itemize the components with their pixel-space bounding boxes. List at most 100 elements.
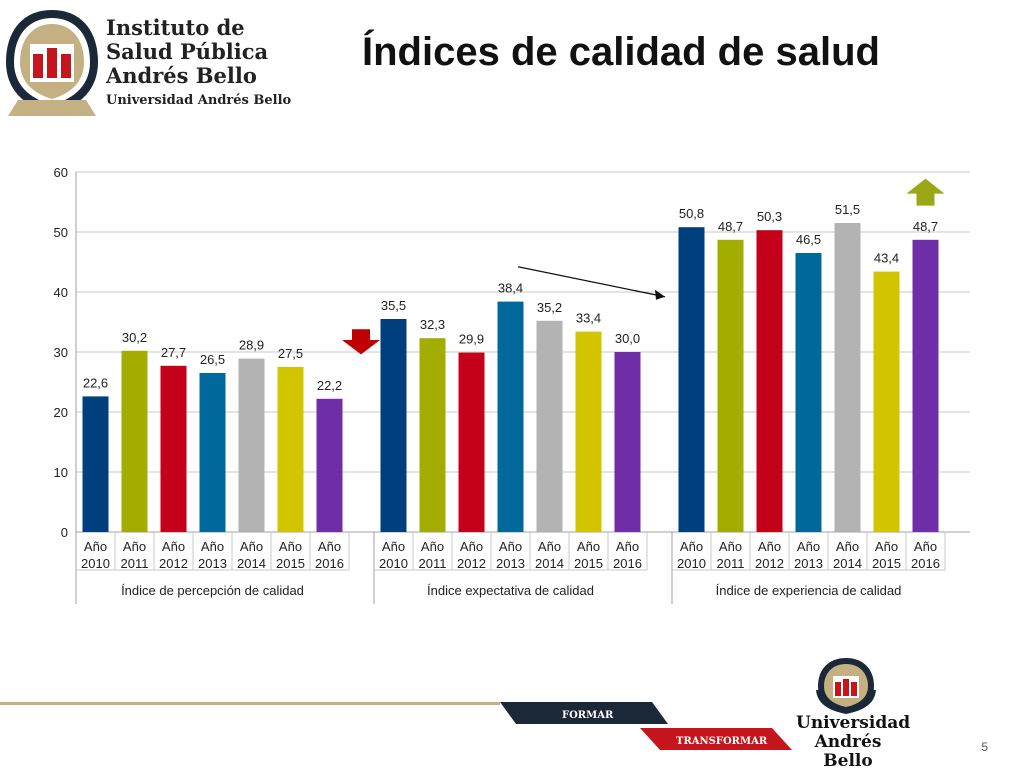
category-label-line2: 2011 (717, 556, 745, 571)
data-label: 22,6 (83, 375, 108, 390)
page-number: 5 (981, 740, 988, 754)
y-tick-label: 0 (61, 525, 68, 540)
category-label-line2: 2012 (755, 556, 784, 571)
category-label-line1: Año (318, 539, 341, 554)
bar-chart: 0 10 20 30 40 50 60 22,6 Año 2010 30,2 Año 2011 27,7 A… (54, 165, 970, 604)
data-label: 50,8 (679, 206, 704, 221)
category-label-line2: 2016 (613, 556, 642, 571)
category-label-line1: Año (616, 539, 639, 554)
category-label-line2: 2015 (276, 556, 305, 571)
data-label: 48,7 (913, 219, 938, 234)
category-label-line2: 2014 (535, 556, 564, 571)
category-label-line2: 2010 (379, 556, 408, 571)
category-label-line1: Año (460, 539, 483, 554)
data-label: 33,4 (576, 311, 601, 326)
y-tick-label: 50 (54, 225, 68, 240)
data-label: 48,7 (718, 219, 743, 234)
bar (380, 319, 407, 532)
bar (795, 253, 822, 532)
bar (277, 367, 304, 532)
y-tick-label: 60 (54, 165, 68, 180)
bar (82, 396, 109, 532)
category-label-line1: Año (84, 539, 107, 554)
category-label-line1: Año (240, 539, 263, 554)
category-label-line1: Año (758, 539, 781, 554)
bar (575, 331, 602, 532)
university-wordmark: Universidad Andrés Bello (796, 713, 911, 771)
category-label-line2: 2014 (833, 556, 862, 571)
group-label: Índice de percepción de calidad (121, 583, 304, 598)
category-label-line2: 2013 (198, 556, 227, 571)
band-formar: FORMAR (562, 710, 614, 721)
category-label-line1: Año (499, 539, 522, 554)
bar (458, 352, 485, 532)
bar (756, 230, 783, 532)
bar (419, 338, 446, 532)
bar (614, 352, 641, 532)
category-label-line1: Año (421, 539, 444, 554)
band-transformar: TRANSFORMAR (676, 736, 768, 747)
category-label-line2: 2012 (457, 556, 486, 571)
data-label: 43,4 (874, 251, 899, 266)
data-label: 22,2 (317, 378, 342, 393)
category-label-line1: Año (719, 539, 742, 554)
group-label: Índice expectativa de calidad (427, 583, 594, 598)
data-label: 50,3 (757, 209, 782, 224)
category-label-line1: Año (797, 539, 820, 554)
y-tick-label: 20 (54, 405, 68, 420)
data-label: 27,5 (278, 346, 303, 361)
university-crest (818, 658, 874, 712)
logo-subtitle: Universidad Andrés Bello (106, 93, 292, 108)
category-label-line1: Año (875, 539, 898, 554)
institute-name: Instituto de Salud Pública Andrés Bello … (106, 16, 292, 109)
down-arrow-icon (342, 329, 380, 355)
category-label-line1: Año (201, 539, 224, 554)
bar (717, 239, 744, 533)
trend-arrow-head-icon (655, 289, 665, 300)
bar (121, 350, 148, 532)
category-label-line2: 2016 (911, 556, 940, 571)
footer-bands: FORMAR TRANSFORMAR (0, 690, 876, 750)
category-label-line1: Año (279, 539, 302, 554)
bar (678, 227, 705, 532)
category-label-line2: 2016 (315, 556, 344, 571)
category-label-line1: Año (538, 539, 561, 554)
category-label-line2: 2010 (677, 556, 706, 571)
category-label-line2: 2015 (574, 556, 603, 571)
category-label-line2: 2013 (794, 556, 823, 571)
data-label: 29,9 (459, 332, 484, 347)
category-label-line2: 2012 (159, 556, 188, 571)
up-arrow-icon (906, 178, 945, 206)
data-label: 30,2 (122, 330, 147, 345)
bar (912, 239, 939, 533)
data-label: 27,7 (161, 345, 186, 360)
category-label-line1: Año (123, 539, 146, 554)
category-label-line2: 2011 (121, 556, 149, 571)
logo-line-3: Andrés Bello (106, 63, 257, 88)
bar (873, 271, 900, 532)
bar (238, 358, 265, 532)
univ-line-1: Universidad (796, 713, 911, 733)
bar (536, 320, 563, 532)
data-label: 46,5 (796, 232, 821, 247)
bar (160, 365, 187, 532)
data-label: 26,5 (200, 352, 225, 367)
category-label-line2: 2011 (419, 556, 447, 571)
data-label: 35,5 (381, 298, 406, 313)
data-label: 30,0 (615, 331, 640, 346)
bar (316, 398, 343, 532)
category-label-line1: Año (836, 539, 859, 554)
category-label-line1: Año (382, 539, 405, 554)
trend-arrow-line (517, 266, 666, 298)
y-tick-label: 40 (54, 285, 68, 300)
bar (834, 223, 861, 532)
category-label-line2: 2015 (872, 556, 901, 571)
category-label-line2: 2013 (496, 556, 525, 571)
data-label: 32,3 (420, 317, 445, 332)
category-label-line2: 2010 (81, 556, 110, 571)
category-label-line1: Año (577, 539, 600, 554)
bar (199, 373, 226, 532)
data-label: 35,2 (537, 300, 562, 315)
logo-line-2: Salud Pública (106, 39, 269, 64)
y-tick-label: 30 (54, 345, 68, 360)
